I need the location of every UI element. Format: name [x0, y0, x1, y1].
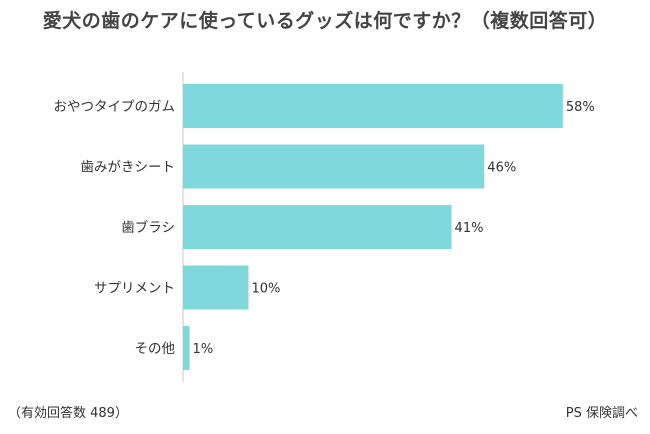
value-label-5: 1% [193, 342, 214, 357]
bar-3 [183, 205, 452, 249]
category-label-1: おやつタイプのガム [54, 99, 176, 115]
source-note: PS 保険調べ [565, 406, 638, 421]
value-label-2: 46% [487, 161, 516, 176]
category-label-2: 歯みがきシート [81, 160, 176, 176]
category-label-5: その他 [135, 341, 176, 357]
category-label-4: サプリメント [94, 281, 175, 297]
bar-4 [183, 265, 249, 310]
value-label-4: 10% [252, 282, 281, 297]
value-label-3: 41% [455, 221, 484, 236]
value-label-1: 58% [566, 100, 595, 115]
bar-2 [183, 144, 485, 189]
chart-title: 愛犬の歯のケアに使っているグッズは何ですか？（複数回答可） [42, 10, 608, 32]
bar-5 [183, 326, 190, 370]
category-label-3: 歯ブラシ [121, 219, 175, 236]
bar-1 [183, 84, 563, 128]
bar-group: おやつタイプのガム 58% 歯みがきシート 46% 歯ブラシ 41% サプリメント 10% その… [54, 84, 595, 370]
response-count-note: （有効回答数 489） [8, 406, 128, 421]
